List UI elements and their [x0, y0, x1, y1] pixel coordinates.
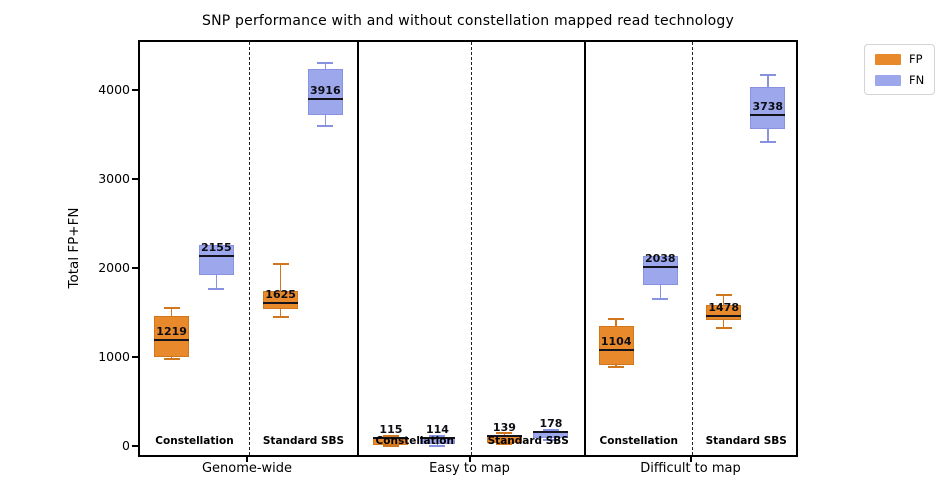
y-tick-mark: [132, 178, 138, 180]
legend-label: FN: [909, 73, 925, 87]
median-line: [307, 98, 343, 101]
median-line: [706, 315, 742, 318]
whisker-cap-bottom: [496, 443, 513, 446]
median-value-label: 115: [379, 422, 403, 436]
whisker-cap-bottom: [163, 358, 180, 360]
whisker-cap-bottom: [652, 297, 669, 300]
y-tick-mark: [132, 267, 138, 269]
panel-caption-difficult-to-map: Difficult to map: [640, 461, 741, 476]
panel-caption-easy-to-map: Easy to map: [429, 461, 510, 476]
whisker-FP: [279, 263, 282, 318]
whisker-cap-bottom: [208, 288, 225, 291]
median-value-label: 114: [425, 422, 449, 436]
x-tick-mark: [246, 457, 248, 462]
median-line: [373, 436, 409, 439]
median-value-label: 178: [539, 417, 563, 431]
median-line: [598, 348, 634, 351]
median-line: [750, 114, 786, 117]
median-line: [642, 265, 678, 268]
y-axis-label: Total FP+FN: [66, 207, 82, 289]
median-value-label: 1104: [600, 334, 632, 348]
panel-difficult-to-map: Constellation 1104 2038 Standard SBS 1478 373…: [585, 42, 800, 455]
median-line: [486, 434, 522, 437]
whisker-cap-top: [715, 293, 732, 296]
group-label-standard-sbs: Standard SBS: [705, 435, 787, 447]
y-tick-label: 1000: [98, 349, 130, 364]
y-tick-label: 3000: [98, 171, 130, 186]
y-tick-label: 0: [122, 438, 130, 453]
y-tick-mark: [132, 356, 138, 358]
y-tick-label: 4000: [98, 82, 130, 97]
box-FN: [307, 69, 343, 115]
whisker-cap-top: [163, 306, 180, 309]
x-tick-mark: [689, 457, 692, 462]
y-tick-mark: [132, 445, 138, 447]
whisker-cap-top: [496, 432, 513, 435]
whisker-cap-bottom: [317, 124, 334, 127]
y-tick-label: 2000: [98, 260, 130, 275]
whisker-cap-bottom: [608, 366, 625, 368]
group-label-constellation: Constellation: [155, 435, 234, 447]
median-value-label: 3916: [309, 84, 341, 98]
whisker-cap-top: [382, 434, 399, 437]
panel-easy-to-map: Constellation 115 114 Standard SBS 139 178: [358, 42, 585, 455]
y-tick-mark: [132, 89, 138, 91]
box-FN: [198, 245, 234, 275]
panel-genome-wide: Constellation 1219 2155 Standard SBS 1625 391…: [140, 42, 358, 455]
median-value-label: 2038: [644, 251, 676, 265]
whisker-cap-bottom: [429, 444, 446, 447]
group-label-standard-sbs: Standard SBS: [487, 435, 569, 447]
whisker-cap-top: [429, 434, 446, 437]
whisker-cap-top: [317, 61, 334, 64]
median-line: [419, 436, 455, 439]
group-divider-dashed: [248, 42, 250, 455]
group-divider-dashed: [692, 42, 693, 455]
legend-item-fp: FP: [875, 52, 924, 66]
median-line: [263, 302, 299, 305]
whisker-cap-bottom: [542, 438, 559, 441]
group-divider-dashed: [471, 42, 472, 455]
median-value-label: 1219: [156, 324, 187, 338]
box-FP: [598, 326, 634, 365]
box-FP: [154, 316, 190, 357]
legend-item-fn: FN: [875, 73, 924, 87]
whisker-cap-top: [759, 74, 776, 77]
whisker-cap-top: [608, 317, 625, 320]
median-line: [198, 255, 234, 258]
whisker-cap-bottom: [382, 445, 399, 448]
group-label-constellation: Constellation: [599, 435, 678, 447]
legend: FP FN: [864, 44, 936, 95]
box-FN: [642, 256, 678, 286]
whisker-cap-bottom: [272, 316, 289, 319]
median-value-label: 139: [492, 420, 516, 434]
whisker-cap-top: [542, 428, 559, 431]
plot-area: Constellation 1219 2155 Standard SBS 1625 391…: [138, 40, 798, 457]
box-FN: [750, 87, 786, 129]
group-label-standard-sbs: Standard SBS: [262, 435, 345, 447]
group-label-constellation: Constellation: [375, 435, 454, 447]
legend-label: FP: [909, 52, 923, 66]
panel-divider: [584, 42, 586, 455]
whisker-cap-bottom: [715, 326, 732, 329]
median-value-label: 1625: [265, 288, 296, 302]
chart-title: SNP performance with and without constel…: [202, 13, 734, 29]
legend-swatch-fp: [875, 53, 901, 65]
median-value-label: 2155: [200, 241, 232, 255]
median-line: [533, 431, 569, 434]
median-line: [154, 338, 190, 341]
panel-caption-genome-wide: Genome-wide: [201, 461, 293, 476]
whisker-cap-bottom: [759, 140, 776, 143]
whisker-cap-top: [272, 262, 289, 265]
panel-divider: [357, 42, 359, 455]
median-value-label: 3738: [752, 100, 784, 114]
x-tick-mark: [468, 457, 471, 462]
legend-swatch-fn: [875, 74, 901, 86]
median-value-label: 1478: [708, 301, 739, 315]
